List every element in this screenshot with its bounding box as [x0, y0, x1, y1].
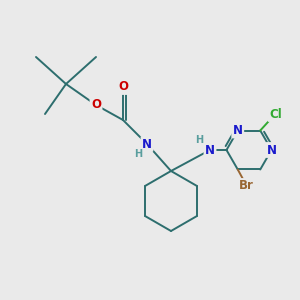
Text: H: H — [195, 135, 204, 146]
Text: Br: Br — [239, 179, 254, 193]
Text: O: O — [118, 80, 128, 94]
Text: N: N — [233, 124, 243, 137]
Text: N: N — [142, 137, 152, 151]
Text: N: N — [266, 143, 277, 157]
Text: N: N — [205, 143, 215, 157]
Text: Cl: Cl — [269, 107, 282, 121]
Text: O: O — [91, 98, 101, 112]
Text: H: H — [134, 148, 142, 159]
